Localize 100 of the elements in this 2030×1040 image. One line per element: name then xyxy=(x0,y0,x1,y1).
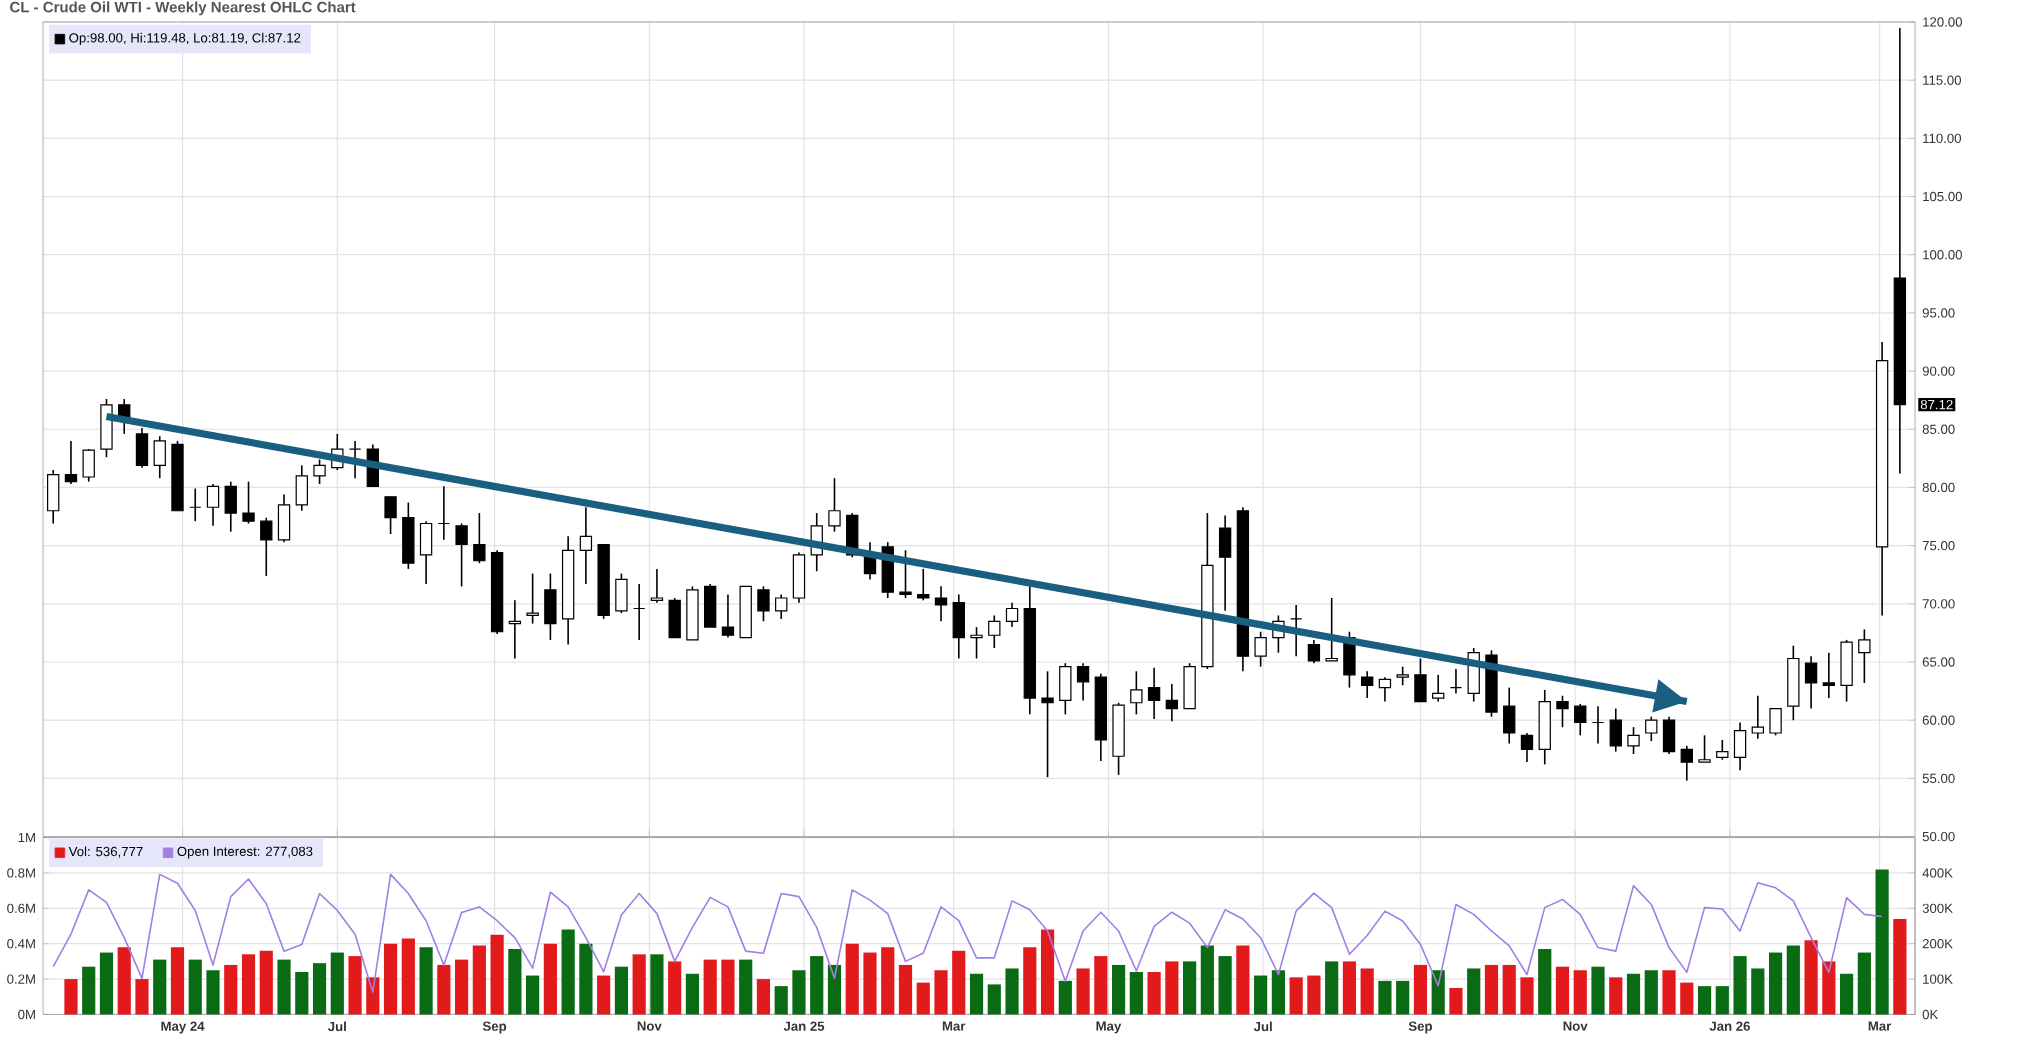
bar xyxy=(1183,961,1197,1015)
bar xyxy=(1271,970,1285,1015)
x-tick-label: Jul xyxy=(1253,1021,1272,1032)
bar xyxy=(1200,945,1214,1015)
bar xyxy=(153,959,167,1015)
candlestick xyxy=(579,506,593,585)
bar xyxy=(881,947,895,1015)
candlestick xyxy=(313,458,326,485)
candlestick xyxy=(1076,662,1090,702)
bar xyxy=(703,959,717,1015)
y-tick-label: 60.00 xyxy=(1922,715,1955,725)
bar xyxy=(739,959,753,1015)
y-tick-label: 1M xyxy=(18,832,35,843)
bar xyxy=(934,970,948,1015)
x-tick-label: Jul xyxy=(327,1021,346,1032)
candlestick xyxy=(437,485,451,541)
y-tick-label: 65.00 xyxy=(1922,657,1955,667)
candlestick xyxy=(1165,683,1179,723)
candlestick xyxy=(899,549,912,599)
bar xyxy=(1715,986,1729,1015)
bar xyxy=(1804,940,1818,1015)
x-tick-label: Jan 26 xyxy=(1709,1021,1750,1031)
bar xyxy=(756,979,771,1015)
y-tick-label: 95.00 xyxy=(1922,308,1955,318)
x-tick-label: Mar xyxy=(942,1021,966,1031)
bar xyxy=(1218,956,1232,1015)
x-tick-label: Nov xyxy=(637,1021,662,1031)
candlestick xyxy=(473,512,486,564)
bar xyxy=(650,954,664,1015)
legend-label: Vol: 536,777 xyxy=(68,846,143,858)
candlestick xyxy=(1378,676,1392,703)
bar xyxy=(1591,966,1605,1015)
candlestick xyxy=(1325,597,1338,662)
candlestick xyxy=(1005,601,1019,628)
bar xyxy=(1449,987,1463,1015)
bar xyxy=(952,950,966,1015)
bar xyxy=(1484,964,1499,1015)
bar xyxy=(348,956,362,1015)
bar xyxy=(1786,945,1800,1015)
candlestick xyxy=(1449,668,1463,695)
candlestick xyxy=(1645,715,1658,742)
candlestick xyxy=(1716,739,1729,761)
bar xyxy=(1555,966,1570,1015)
candlestick xyxy=(348,440,362,479)
y-tick-label: 80.00 xyxy=(1922,482,1955,493)
bar xyxy=(1023,947,1037,1015)
bar xyxy=(401,938,415,1015)
bar xyxy=(224,964,238,1015)
candlestick xyxy=(526,572,539,625)
candlestick xyxy=(1520,732,1534,763)
bar xyxy=(792,970,806,1015)
y2-tick-label: 100K xyxy=(1923,974,1953,984)
candlestick xyxy=(650,568,664,604)
bar xyxy=(597,975,611,1015)
candlestick xyxy=(1130,670,1143,716)
candlestick xyxy=(757,585,770,623)
bar xyxy=(437,964,451,1015)
candlestick xyxy=(775,593,788,620)
candlestick xyxy=(1858,628,1871,684)
bar xyxy=(82,966,96,1015)
bar xyxy=(685,973,700,1015)
bar xyxy=(419,947,433,1015)
bar xyxy=(1076,968,1090,1015)
bar xyxy=(1840,973,1854,1015)
candlestick xyxy=(1680,744,1693,782)
bar xyxy=(614,966,628,1015)
y-tick-label: 105.00 xyxy=(1923,191,1962,202)
y-tick-label: 90.00 xyxy=(1922,366,1955,376)
bar xyxy=(455,959,469,1015)
candlestick xyxy=(1627,726,1640,755)
bar xyxy=(1413,964,1428,1015)
candlestick xyxy=(1591,705,1605,745)
candlestick xyxy=(1307,639,1321,664)
x-tick-label: May 24 xyxy=(161,1021,205,1034)
bar xyxy=(1751,968,1765,1015)
y-tick-label: 100.00 xyxy=(1923,249,1962,260)
bar xyxy=(1520,977,1534,1015)
legend-label: Op:98.00, Hi:119.48, Lo:81.19, Cl:87.12 xyxy=(69,32,301,46)
y-tick-label: 0.6M xyxy=(7,903,35,913)
bar xyxy=(721,959,735,1015)
x-tick-label: Sep xyxy=(482,1021,507,1034)
bar xyxy=(117,947,131,1015)
y-tick-label: 0M xyxy=(18,1009,35,1020)
bar xyxy=(241,954,256,1015)
bar xyxy=(1040,929,1055,1015)
bar xyxy=(1325,961,1339,1015)
x-tick-label: Jan 25 xyxy=(783,1021,825,1031)
bar xyxy=(632,954,646,1015)
legend-label: Open Interest: 277,083 xyxy=(177,846,313,859)
bar xyxy=(206,970,220,1015)
bar xyxy=(170,947,185,1015)
bar xyxy=(383,943,398,1015)
bar xyxy=(1058,980,1072,1015)
bar xyxy=(1662,970,1676,1015)
bar xyxy=(312,963,327,1015)
bar xyxy=(1289,977,1303,1015)
y-tick-label: 0.4M xyxy=(7,938,35,949)
bar xyxy=(1680,982,1694,1015)
bar xyxy=(774,986,788,1015)
bar xyxy=(863,952,877,1015)
